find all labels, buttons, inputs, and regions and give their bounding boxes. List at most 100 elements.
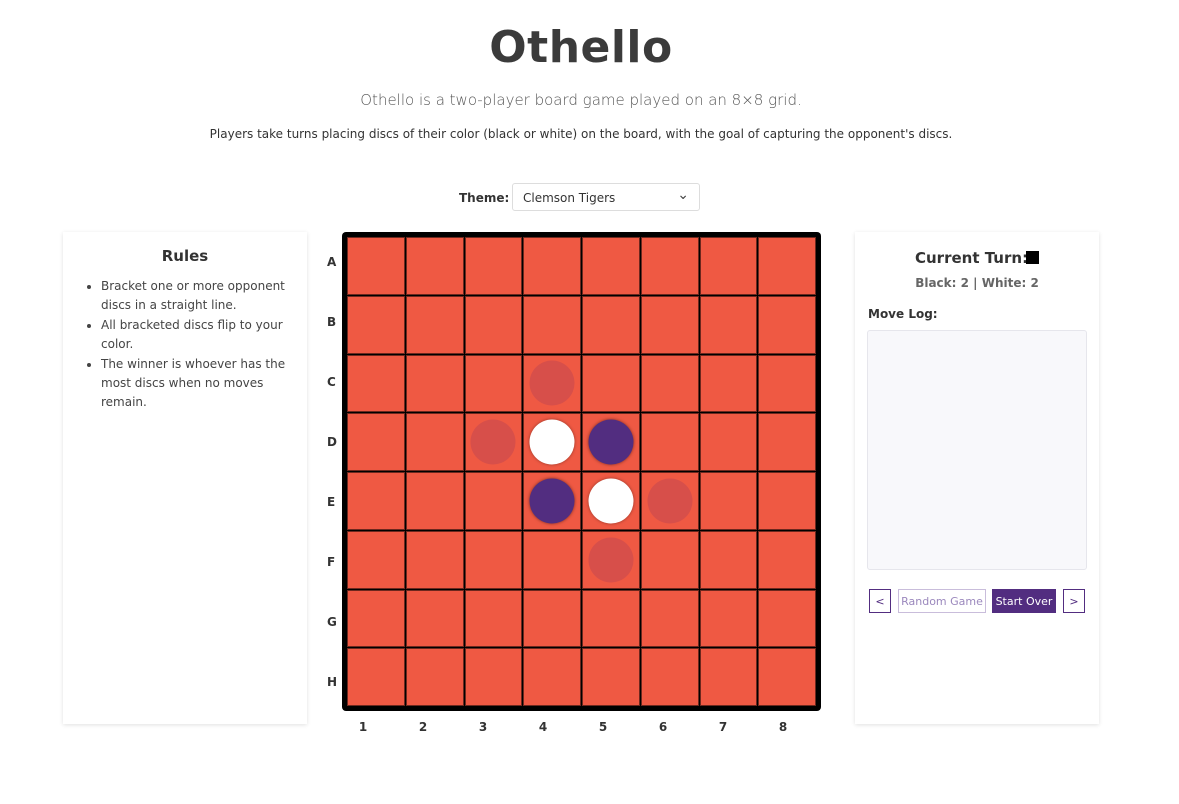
board-cell-e4[interactable] bbox=[523, 472, 581, 530]
rules-title: Rules bbox=[161, 247, 209, 265]
score-display: Black: 2 | White: 2 bbox=[915, 276, 1039, 290]
board-cell-h8[interactable] bbox=[758, 648, 816, 706]
board-cell-e2[interactable] bbox=[405, 472, 464, 530]
board-cell-h7[interactable] bbox=[699, 648, 758, 706]
board-cell-d5[interactable] bbox=[582, 413, 640, 471]
column-label-7: 7 bbox=[718, 720, 728, 734]
black-disc bbox=[529, 478, 575, 524]
rules-panel: Rules Bracket one or more opponent discs… bbox=[63, 232, 307, 724]
row-label-b: B bbox=[327, 315, 337, 329]
board-cell-f4[interactable] bbox=[523, 530, 581, 589]
board-cell-e5[interactable] bbox=[582, 472, 640, 530]
board-cell-c5[interactable] bbox=[582, 354, 640, 413]
board-cell-c6[interactable] bbox=[640, 354, 699, 413]
board-cell-b6[interactable] bbox=[640, 295, 699, 354]
board-cell-a7[interactable] bbox=[699, 237, 758, 295]
board-cell-g1[interactable] bbox=[347, 589, 405, 648]
board-cell-b2[interactable] bbox=[405, 295, 464, 354]
valid-move-hint[interactable] bbox=[470, 419, 516, 465]
board-cell-g5[interactable] bbox=[582, 589, 640, 648]
valid-move-hint[interactable] bbox=[647, 478, 693, 524]
board-cell-f5[interactable] bbox=[582, 530, 640, 589]
theme-label: Theme: bbox=[459, 191, 510, 205]
rule-item: All bracketed discs flip to your color. bbox=[101, 316, 291, 355]
board-cell-g3[interactable] bbox=[464, 589, 523, 648]
board-cell-e1[interactable] bbox=[347, 472, 405, 530]
previous-move-button[interactable]: < bbox=[869, 589, 891, 613]
board-cell-e3[interactable] bbox=[464, 472, 523, 530]
board-cell-d6[interactable] bbox=[640, 413, 699, 471]
column-label-1: 1 bbox=[358, 720, 368, 734]
column-label-5: 5 bbox=[598, 720, 608, 734]
board-cell-h1[interactable] bbox=[347, 648, 405, 706]
board-cell-c1[interactable] bbox=[347, 354, 405, 413]
board-cell-a1[interactable] bbox=[347, 237, 405, 295]
valid-move-hint[interactable] bbox=[529, 360, 575, 406]
board-cell-c8[interactable] bbox=[758, 354, 816, 413]
board-cell-a8[interactable] bbox=[758, 237, 816, 295]
theme-select[interactable]: Clemson Tigers ⌄ bbox=[512, 183, 700, 211]
next-move-button[interactable]: > bbox=[1063, 589, 1085, 613]
valid-move-hint[interactable] bbox=[588, 537, 634, 583]
board-cell-c7[interactable] bbox=[699, 354, 758, 413]
theme-select-value: Clemson Tigers bbox=[523, 191, 616, 205]
row-label-d: D bbox=[327, 435, 337, 449]
board-cell-f7[interactable] bbox=[699, 530, 758, 589]
board-cell-c2[interactable] bbox=[405, 354, 464, 413]
column-label-2: 2 bbox=[418, 720, 428, 734]
rule-item: The winner is whoever has the most discs… bbox=[101, 355, 291, 413]
board-cell-a6[interactable] bbox=[640, 237, 699, 295]
board-cell-c4[interactable] bbox=[523, 354, 581, 413]
board-cell-d3[interactable] bbox=[464, 413, 523, 471]
board-cell-h4[interactable] bbox=[523, 648, 581, 706]
move-log[interactable] bbox=[867, 330, 1087, 570]
board-cell-c3[interactable] bbox=[464, 354, 523, 413]
board-cell-d7[interactable] bbox=[699, 413, 758, 471]
board-cell-g7[interactable] bbox=[699, 589, 758, 648]
board-cell-a5[interactable] bbox=[582, 237, 640, 295]
board-cell-g4[interactable] bbox=[523, 589, 581, 648]
board-cell-h6[interactable] bbox=[640, 648, 699, 706]
board-cell-b1[interactable] bbox=[347, 295, 405, 354]
board-cell-b4[interactable] bbox=[523, 295, 581, 354]
board-cell-g2[interactable] bbox=[405, 589, 464, 648]
board-cell-f8[interactable] bbox=[758, 530, 816, 589]
board-cell-d1[interactable] bbox=[347, 413, 405, 471]
board-area: A B C D E F G H 1 2 3 4 5 6 7 8 bbox=[318, 232, 828, 742]
black-disc bbox=[588, 419, 634, 465]
board-cell-b3[interactable] bbox=[464, 295, 523, 354]
rules-list: Bracket one or more opponent discs in a … bbox=[63, 277, 291, 413]
board-cell-h2[interactable] bbox=[405, 648, 464, 706]
board-cell-e6[interactable] bbox=[640, 472, 699, 530]
board-cell-f1[interactable] bbox=[347, 530, 405, 589]
random-game-button[interactable]: Random Game bbox=[898, 589, 986, 613]
board-cell-d4[interactable] bbox=[523, 413, 581, 471]
board-cell-a2[interactable] bbox=[405, 237, 464, 295]
column-label-6: 6 bbox=[658, 720, 668, 734]
board-cell-b5[interactable] bbox=[582, 295, 640, 354]
board-cell-h3[interactable] bbox=[464, 648, 523, 706]
current-turn-label: Current Turn: bbox=[915, 249, 1029, 267]
board-cell-f3[interactable] bbox=[464, 530, 523, 589]
column-label-4: 4 bbox=[538, 720, 548, 734]
board-cell-d8[interactable] bbox=[758, 413, 816, 471]
board-cell-a3[interactable] bbox=[464, 237, 523, 295]
board-cell-g6[interactable] bbox=[640, 589, 699, 648]
row-label-c: C bbox=[327, 375, 336, 389]
row-label-f: F bbox=[327, 555, 336, 569]
board-cell-g8[interactable] bbox=[758, 589, 816, 648]
board-cell-e7[interactable] bbox=[699, 472, 758, 530]
board-cell-d2[interactable] bbox=[405, 413, 464, 471]
game-info-panel: Current Turn: Black: 2 | White: 2 Move L… bbox=[855, 232, 1099, 724]
board-cell-a4[interactable] bbox=[523, 237, 581, 295]
white-disc bbox=[529, 419, 575, 465]
board-cell-f2[interactable] bbox=[405, 530, 464, 589]
board-cell-h5[interactable] bbox=[582, 648, 640, 706]
board-cell-b8[interactable] bbox=[758, 295, 816, 354]
board-cell-f6[interactable] bbox=[640, 530, 699, 589]
board-cell-b7[interactable] bbox=[699, 295, 758, 354]
page-description: Players take turns placing discs of thei… bbox=[209, 127, 953, 141]
board-cell-e8[interactable] bbox=[758, 472, 816, 530]
current-turn-indicator bbox=[1026, 251, 1039, 264]
start-over-button[interactable]: Start Over bbox=[992, 589, 1056, 613]
